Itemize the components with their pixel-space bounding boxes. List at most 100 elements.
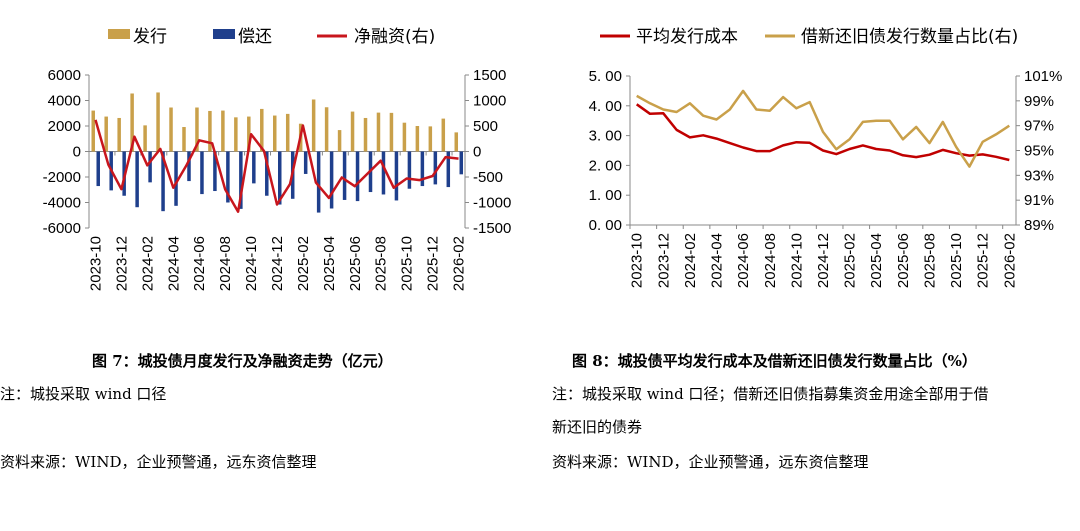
fig7-bar-issuance [311,99,316,152]
fig8-right-tick-label: 93% [1024,167,1054,184]
fig7-bar-issuance [182,127,186,152]
fig8-x-tick-label: 2024-08 [762,233,779,288]
fig7-x-tick-label: 2024-06 [191,236,208,291]
fig7-left-tick-label: 0 [73,144,81,161]
fig8-x-tick-label: 2025-06 [895,233,912,288]
fig7-bar-issuance [324,107,329,152]
fig7-bar-repayment [213,151,217,192]
fig7-bar-repayment [265,151,269,196]
fig7-bar-issuance [454,132,459,152]
figure7-caption: 图 7：城投债月度发行及净融资走势（亿元） [92,352,393,370]
fig7-x-tick-label: 2024-02 [139,236,156,291]
fig7-bar-repayment [187,151,191,182]
fig7-right-tick-label: 1000 [473,93,506,110]
fig7-right-tick-label: -1500 [473,220,511,237]
fig7-bar-repayment [200,151,204,195]
fig7-x-tick-label: 2023-12 [113,236,130,291]
fig8-x-tick-label: 2024-12 [815,233,832,288]
fig7-x-tick-label: 2025-12 [425,236,442,291]
fig7-bar-issuance [350,111,355,152]
fig7-bar-repayment [420,151,425,187]
fig8-right-tick-label: 101% [1024,68,1062,85]
fig7-bar-repayment [303,151,308,174]
fig7-left-tick-label: 4000 [48,93,81,110]
fig8-x-tick-label: 2025-04 [868,233,885,288]
figure7-source: 资料来源：WIND，企业预警通，远东资信整理 [0,453,317,471]
fig7-legend-label: 偿还 [238,27,272,47]
fig7-bar-issuance [247,116,251,152]
fig7-bar-issuance [130,93,134,152]
fig7-left-tick-label: 6000 [48,67,81,84]
fig8-left-tick-label: 4. 00 [589,98,622,115]
fig7-legend-swatch [108,29,130,39]
fig7-right-tick-label: 0 [473,144,481,161]
fig8-right-tick-label: 97% [1024,118,1054,135]
fig7-bar-repayment [148,151,152,183]
fig7-bar-repayment [355,151,360,202]
fig7-bar-issuance [273,115,277,152]
fig8-legend-label: 平均发行成本 [636,27,738,47]
fig7-x-tick-label: 2025-06 [347,236,364,291]
fig7-bar-issuance [169,107,173,152]
fig7-bar-repayment [394,151,399,201]
fig7-bar-issuance [428,126,433,152]
figure8-note-line2: 新还旧的债券 [552,418,643,436]
fig7-x-tick-label: 2025-10 [399,236,416,291]
fig7-bar-repayment [316,151,321,213]
fig7-bar-repayment [459,151,464,175]
fig8-x-tick-label: 2026-02 [1001,233,1018,288]
fig7-bar-issuance [234,117,238,152]
fig7-bar-issuance [143,125,147,152]
fig7-x-tick-label: 2024-08 [217,236,234,291]
fig8-left-tick-label: 0. 00 [589,217,622,234]
figure8-source: 资料来源：WIND，企业预警通，远东资信整理 [552,453,869,471]
fig7-legend-label: 发行 [133,27,167,47]
fig8-x-tick-label: 2023-10 [629,233,646,288]
fig7-bar-issuance [285,113,290,152]
fig8-x-tick-label: 2025-10 [948,233,965,288]
fig7-x-tick-label: 2025-08 [373,236,390,291]
fig7-x-tick-label: 2026-02 [451,236,468,291]
fig7-bar-repayment [446,151,451,188]
fig7-bar-repayment [161,151,165,212]
fig7-bar-repayment [342,151,347,200]
fig7-bar-issuance [117,117,121,152]
fig8-left-tick-label: 5. 00 [589,68,622,85]
fig7-bar-issuance [337,130,342,152]
fig7-x-tick-label: 2025-04 [321,236,338,291]
fig8-x-tick-label: 2025-12 [975,233,992,288]
fig7-bar-repayment [407,151,412,189]
fig8-legend-label: 借新还旧债发行数量占比(右) [801,27,1018,47]
fig8-right-tick-label: 95% [1024,143,1054,160]
fig7-bar-repayment [174,151,178,206]
fig7-bar-issuance [91,110,95,152]
fig8-right-tick-label: 91% [1024,192,1054,209]
fig7-right-tick-label: 500 [473,118,498,135]
fig8-x-tick-label: 2025-02 [842,233,859,288]
fig8-right-tick-label: 89% [1024,217,1054,234]
fig7-bar-issuance [415,126,420,152]
fig8-x-tick-label: 2024-04 [709,233,726,288]
fig7-left-tick-label: -2000 [43,169,81,186]
fig7-legend-swatch [213,29,235,39]
fig7-bar-issuance [363,117,368,152]
fig7-x-tick-label: 2023-10 [87,236,104,291]
figure8-note-line1: 注：城投采取 wind 口径；借新还旧债指募集资金用途全部用于借 [552,385,989,403]
fig7-x-tick-label: 2024-04 [165,236,182,291]
fig7-bar-issuance [221,110,225,152]
fig7-bar-issuance [104,116,108,152]
figure8-caption: 图 8：城投债平均发行成本及借新还旧债发行数量占比（%） [572,352,977,370]
fig8-x-tick-label: 2024-06 [735,233,752,288]
fig8-x-tick-label: 2025-08 [921,233,938,288]
fig7-x-tick-label: 2024-10 [243,236,260,291]
figure7-note: 注：城投采取 wind 口径 [0,385,167,403]
fig7-legend-label: 净融资(右) [354,27,435,47]
fig7-bar-repayment [433,151,438,185]
fig7-bar-issuance [376,112,381,152]
fig7-bar-issuance [260,108,264,152]
fig7-left-tick-label: -4000 [43,195,81,212]
fig7-bar-repayment [252,151,256,184]
fig7-bar-repayment [96,151,100,187]
fig7-bar-repayment [278,151,282,205]
